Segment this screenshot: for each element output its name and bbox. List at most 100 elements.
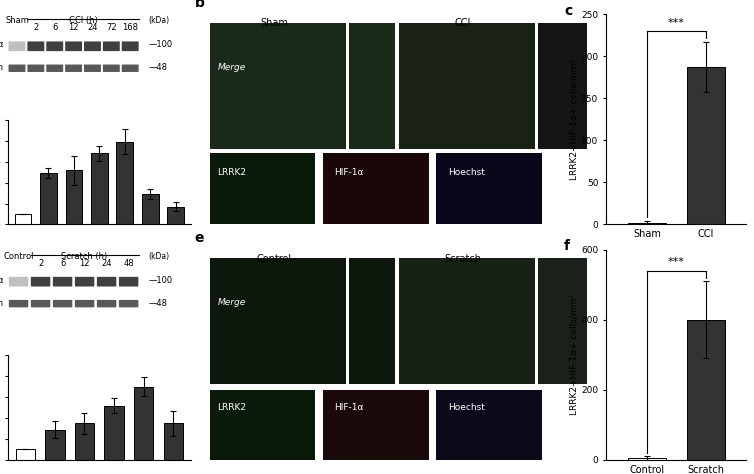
Bar [437, 153, 542, 224]
Text: —100: —100 [149, 276, 173, 285]
Text: (kDa): (kDa) [149, 17, 170, 26]
Bar [210, 153, 315, 224]
Text: 12: 12 [79, 258, 90, 267]
FancyBboxPatch shape [31, 277, 51, 286]
Bar [134, 387, 153, 460]
Text: 6: 6 [52, 23, 57, 32]
Text: Merge: Merge [217, 63, 246, 72]
Text: c: c [564, 4, 572, 18]
Text: —48: —48 [149, 299, 168, 308]
Text: 6: 6 [60, 258, 66, 267]
FancyBboxPatch shape [27, 64, 44, 72]
Bar [164, 423, 183, 460]
FancyBboxPatch shape [97, 300, 116, 307]
FancyBboxPatch shape [65, 41, 82, 51]
FancyBboxPatch shape [75, 300, 94, 307]
Bar [399, 23, 535, 149]
Text: 48: 48 [124, 258, 134, 267]
Bar [350, 23, 395, 149]
FancyBboxPatch shape [84, 41, 101, 51]
FancyBboxPatch shape [103, 41, 120, 51]
Text: 72: 72 [106, 23, 117, 32]
Text: Sham: Sham [260, 18, 288, 28]
FancyBboxPatch shape [46, 64, 63, 72]
Text: LRRK2: LRRK2 [217, 403, 247, 412]
FancyBboxPatch shape [27, 41, 44, 51]
FancyBboxPatch shape [121, 64, 139, 72]
Text: Hoechst: Hoechst [448, 403, 485, 412]
Text: 24: 24 [87, 23, 98, 32]
Bar [210, 23, 345, 149]
FancyBboxPatch shape [8, 41, 26, 51]
Text: Control: Control [256, 254, 292, 264]
Text: ***: *** [668, 257, 685, 267]
Bar [538, 23, 587, 149]
Text: β-actin: β-actin [0, 64, 4, 73]
Bar [323, 391, 429, 460]
Bar [66, 170, 82, 224]
FancyBboxPatch shape [9, 300, 28, 307]
Bar [75, 423, 94, 460]
Text: HIF-1α: HIF-1α [0, 40, 4, 49]
Text: Scratch: Scratch [444, 254, 481, 264]
FancyBboxPatch shape [97, 277, 116, 286]
Bar [687, 67, 725, 224]
Text: 24: 24 [101, 258, 112, 267]
FancyBboxPatch shape [31, 300, 51, 307]
FancyBboxPatch shape [121, 41, 139, 51]
Bar [40, 173, 57, 224]
Bar [167, 207, 184, 224]
FancyBboxPatch shape [8, 64, 26, 72]
Bar [116, 142, 133, 224]
Bar [105, 406, 124, 460]
FancyBboxPatch shape [46, 41, 63, 51]
Text: f: f [564, 239, 570, 253]
Text: —100: —100 [149, 40, 173, 49]
Text: 12: 12 [69, 23, 79, 32]
Bar [210, 258, 345, 384]
Y-axis label: LRRK2+HIF-1α+ cells/mm²: LRRK2+HIF-1α+ cells/mm² [569, 294, 578, 415]
Text: Merge: Merge [217, 298, 246, 307]
Bar [399, 258, 535, 384]
FancyBboxPatch shape [53, 277, 72, 286]
Text: Control: Control [3, 252, 34, 261]
Bar [323, 153, 429, 224]
FancyBboxPatch shape [75, 277, 94, 286]
Text: 2: 2 [38, 258, 43, 267]
Text: —48: —48 [149, 64, 168, 73]
Bar [628, 458, 666, 460]
Text: HIF-1α: HIF-1α [0, 276, 4, 285]
Text: 2: 2 [33, 23, 38, 32]
Bar [210, 391, 315, 460]
Bar [687, 319, 725, 460]
FancyBboxPatch shape [53, 300, 72, 307]
Text: HIF-1α: HIF-1α [334, 168, 364, 177]
Bar [16, 449, 35, 460]
Text: Hoechst: Hoechst [448, 168, 485, 177]
Text: 168: 168 [122, 23, 138, 32]
Bar [14, 214, 31, 224]
FancyBboxPatch shape [119, 277, 138, 286]
Bar [91, 154, 108, 224]
Bar [350, 258, 395, 384]
Text: LRRK2: LRRK2 [217, 168, 247, 177]
FancyBboxPatch shape [119, 300, 138, 307]
Bar [437, 391, 542, 460]
FancyBboxPatch shape [65, 64, 82, 72]
FancyBboxPatch shape [84, 64, 101, 72]
Text: b: b [195, 0, 204, 10]
Text: Sham: Sham [5, 17, 29, 26]
FancyBboxPatch shape [9, 277, 28, 286]
Bar [45, 429, 65, 460]
Text: Scratch (h): Scratch (h) [62, 252, 108, 261]
Bar [142, 194, 158, 224]
Y-axis label: LRRK2+HIF-1α+ cells/mm²: LRRK2+HIF-1α+ cells/mm² [569, 59, 578, 180]
Text: HIF-1α: HIF-1α [334, 403, 364, 412]
Text: β-actin: β-actin [0, 299, 4, 308]
Text: CCI: CCI [455, 18, 471, 28]
Text: (kDa): (kDa) [149, 252, 170, 261]
Text: ***: *** [668, 18, 685, 27]
Text: CCI (h): CCI (h) [69, 17, 97, 26]
Bar [628, 223, 666, 224]
FancyBboxPatch shape [103, 64, 120, 72]
